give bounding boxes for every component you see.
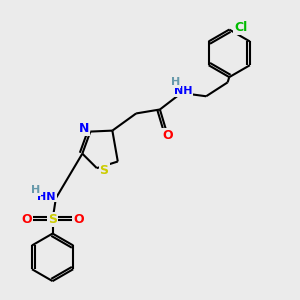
Text: Cl: Cl: [234, 21, 248, 34]
Text: O: O: [162, 129, 173, 142]
Text: O: O: [22, 213, 32, 226]
Text: O: O: [73, 213, 84, 226]
Text: S: S: [48, 213, 57, 226]
Text: N: N: [79, 122, 89, 135]
Text: H: H: [171, 77, 180, 87]
Text: H: H: [31, 185, 40, 195]
Text: S: S: [100, 164, 109, 177]
Text: NH: NH: [174, 86, 192, 96]
Text: HN: HN: [38, 192, 56, 202]
